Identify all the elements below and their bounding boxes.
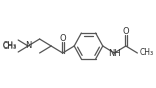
Text: O: O [122, 27, 129, 36]
Text: CH₃: CH₃ [2, 42, 16, 51]
Text: CH₃: CH₃ [2, 41, 16, 50]
Text: O: O [59, 34, 66, 43]
Text: N: N [25, 42, 31, 51]
Text: NH: NH [108, 48, 121, 57]
Text: CH₃: CH₃ [139, 48, 153, 57]
